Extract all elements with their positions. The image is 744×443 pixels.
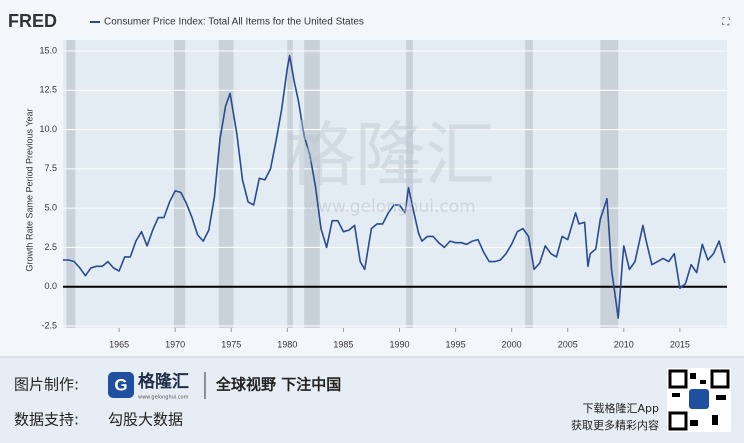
x-tick-label: 1985	[333, 339, 353, 349]
y-tick-label: -2.5	[41, 320, 57, 330]
watermark: 格隆汇	[285, 114, 495, 196]
app-line-1: 下载格隆汇App	[583, 401, 660, 415]
data-line	[63, 54, 726, 319]
x-tick-label: 1975	[221, 339, 241, 349]
recession-band	[304, 40, 320, 328]
made-by-label: 图片制作:	[14, 376, 79, 394]
x-tick-label: 1970	[165, 339, 185, 349]
brand: 格隆汇	[138, 371, 189, 392]
logo: FRED	[8, 11, 57, 31]
x-tick-label: 2000	[502, 339, 522, 349]
y-tick-label: 7.5	[44, 163, 57, 173]
recession-band	[218, 40, 234, 328]
watermark-url: www.gelonghui.com	[304, 197, 475, 217]
data-label: 数据支持:	[14, 411, 79, 429]
fullscreen-icon[interactable]: ⛶	[722, 17, 731, 28]
x-tick-label: 2015	[670, 339, 690, 349]
recession-band	[600, 40, 619, 328]
svg-text:G: G	[114, 375, 127, 394]
recession-band	[66, 40, 76, 328]
qr-code	[667, 368, 731, 432]
y-tick-label: 15.0	[39, 45, 57, 55]
y-tick-label: 12.5	[39, 85, 57, 95]
brand-icon	[108, 372, 134, 398]
app-line-2: 获取更多精彩内容	[571, 418, 659, 432]
x-tick-label: 1990	[389, 339, 409, 349]
x-tick-label: 1965	[109, 339, 129, 349]
legend-label: Consumer Price Index: Total All Items fo…	[104, 17, 364, 28]
brand-url: www.gelonghui.com	[138, 395, 189, 401]
y-tick-label: 2.5	[44, 242, 57, 252]
x-tick-label: 1995	[446, 339, 466, 349]
y-tick-label: 5.0	[44, 203, 57, 213]
y-tick-label: 0.0	[44, 281, 57, 291]
footer-background	[0, 356, 744, 443]
plot: -2.5 0.0 2.5 5.0 7.5 10.0 12.5 15.0 1965 1970 1975…	[39, 40, 727, 349]
data-source: 勾股大数据	[108, 411, 183, 429]
recession-band	[406, 40, 413, 328]
x-tick-label: 2010	[614, 339, 634, 349]
recession-band	[174, 40, 186, 328]
recession-band	[525, 40, 533, 328]
recession-band	[287, 40, 293, 328]
x-tick-label: 1980	[277, 339, 297, 349]
slogan: 全球视野 下注中国	[215, 376, 341, 394]
x-tick-label: 2005	[558, 339, 578, 349]
y-axis-label: Growth Rate Same Period Previous Year	[24, 108, 34, 271]
y-tick-label: 10.0	[39, 124, 57, 134]
